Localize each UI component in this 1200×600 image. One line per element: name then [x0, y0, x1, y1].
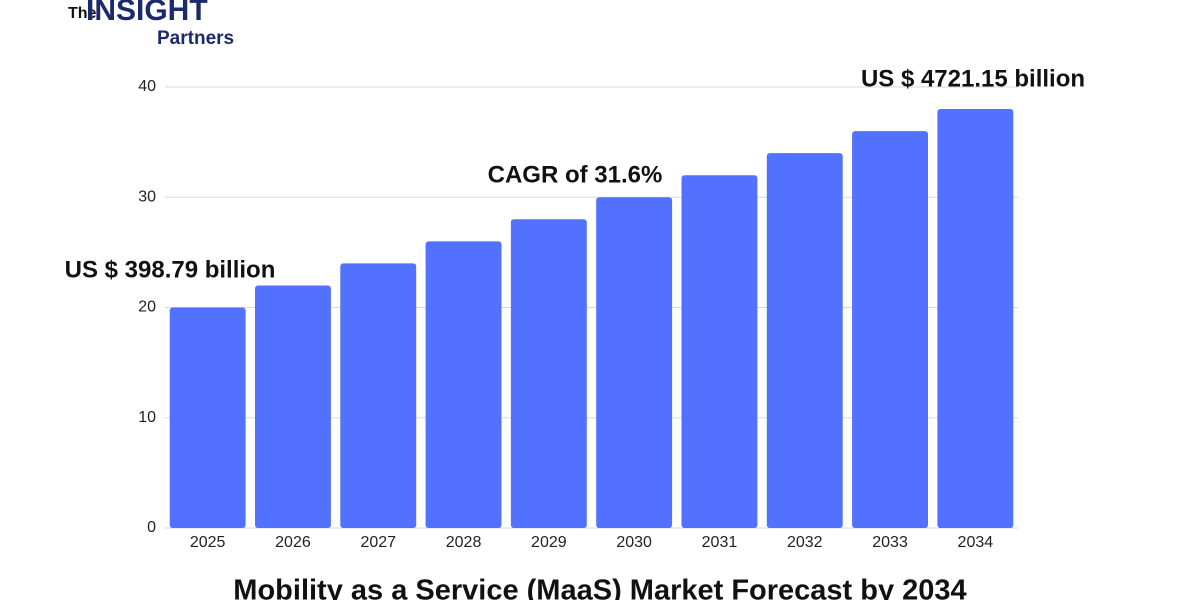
bar	[510, 219, 587, 529]
bar	[596, 197, 673, 528]
bar	[852, 131, 929, 528]
x-tick-label: 2027	[360, 534, 396, 551]
bar	[169, 307, 246, 528]
x-tick-label: 2028	[446, 534, 482, 551]
logo-small: The	[68, 5, 97, 22]
x-tick-label: 2031	[702, 534, 738, 551]
x-tick-label: 2030	[616, 534, 652, 551]
bar	[425, 241, 502, 528]
bar	[937, 109, 1014, 529]
bar	[681, 175, 758, 528]
chart-title: Mobility as a Service (MaaS) Market Fore…	[233, 575, 966, 600]
logo-main: INSIGHT	[86, 0, 208, 27]
y-tick-label: 30	[138, 188, 156, 205]
x-tick-label: 2034	[958, 534, 994, 551]
y-tick-label: 40	[138, 78, 156, 95]
x-tick-label: 2026	[275, 534, 311, 551]
x-tick-label: 2029	[531, 534, 567, 551]
y-tick-label: 0	[147, 519, 156, 536]
bar	[766, 153, 843, 528]
annotation: US $ 398.79 billion	[65, 256, 276, 283]
bar	[254, 285, 331, 528]
bar	[340, 263, 417, 528]
x-tick-label: 2032	[787, 534, 823, 551]
y-tick-label: 10	[138, 409, 156, 426]
x-tick-label: 2025	[190, 534, 226, 551]
annotation: CAGR of 31.6%	[488, 161, 663, 188]
y-tick-label: 20	[138, 299, 156, 316]
x-tick-label: 2033	[872, 534, 908, 551]
annotation: US $ 4721.15 billion	[861, 65, 1085, 92]
logo-sub: Partners	[157, 28, 234, 49]
